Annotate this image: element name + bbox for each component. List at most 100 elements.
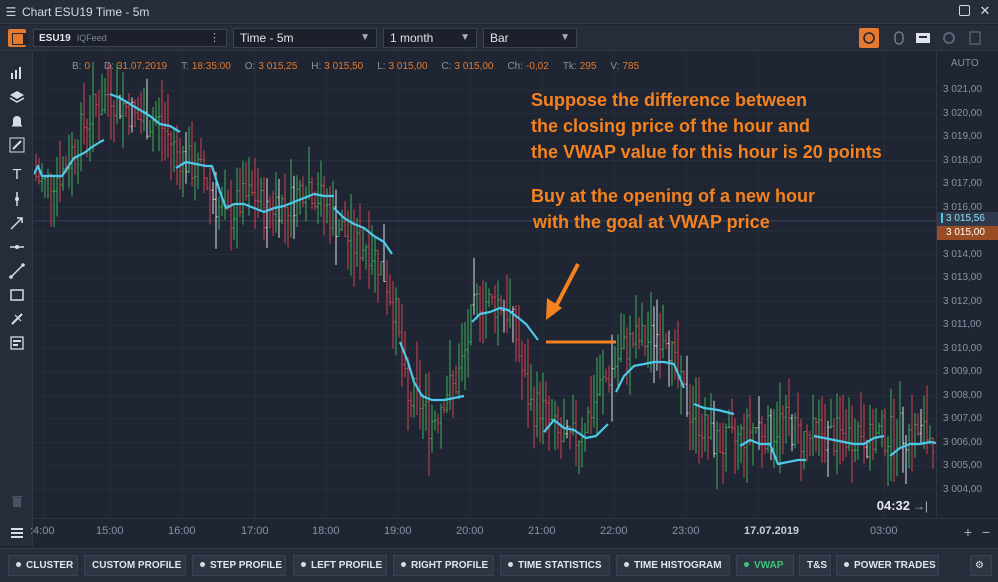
symbol-selector[interactable]: ESU19 IQFeed ⋮ bbox=[33, 29, 227, 47]
price-tick-label: 3 005,00 bbox=[943, 460, 982, 471]
vwap-line bbox=[889, 440, 936, 457]
price-tick-label: 3 012,00 bbox=[943, 295, 982, 307]
time-axis[interactable]: :4:00 15:00 16:00 17:00 18:00 19:00 20:00 21:00… bbox=[30, 518, 998, 546]
maximize-icon[interactable] bbox=[959, 5, 970, 16]
magnet-icon[interactable] bbox=[8, 310, 26, 328]
timeframe-value: Time - 5m bbox=[240, 31, 294, 45]
chart-panel-icon[interactable] bbox=[8, 29, 28, 47]
info-item: H: 3 015,50 bbox=[311, 61, 364, 72]
tab-time-histogram[interactable]: TIME HISTOGRAM bbox=[616, 555, 730, 576]
price-axis[interactable]: AUTO 3 021,00 3 020,00 3 019,00 3 018,00 3 0… bbox=[936, 52, 998, 518]
vwap-line bbox=[34, 139, 105, 178]
info-item: B: 0 bbox=[72, 61, 91, 72]
annotation-line-2: the closing price of the hour and bbox=[531, 116, 811, 136]
vwap-line bbox=[175, 160, 334, 214]
vwap-line bbox=[693, 402, 735, 416]
feed-label: IQFeed bbox=[76, 33, 107, 43]
timeframe-dropdown[interactable]: Time - 5m ▼ bbox=[233, 28, 377, 48]
tab-custom-profile[interactable]: CUSTOM PROFILE bbox=[84, 555, 186, 576]
annotation-line-1: Suppose the difference between bbox=[531, 90, 808, 110]
time-tick-label: 20:00 bbox=[456, 525, 484, 537]
info-item: T: 18:35:00 bbox=[181, 61, 231, 72]
settings-gear-icon[interactable]: ⚙ bbox=[970, 555, 992, 576]
price-tick-label: 3 014,00 bbox=[943, 248, 982, 260]
ohlc-info-bar: B: 0 D: 31.07.2019 T: 18:35:00 O: 3 015,25 H: 3 0… bbox=[72, 61, 653, 72]
period-value: 1 month bbox=[390, 31, 434, 45]
info-item: C: 3 015,00 bbox=[441, 61, 494, 72]
more-options-icon[interactable]: ⋮ bbox=[209, 32, 220, 44]
chart-type-dropdown[interactable]: Bar ▼ bbox=[483, 28, 577, 48]
time-tick-label: 19:00 bbox=[384, 525, 412, 537]
time-tick-label: 21:00 bbox=[528, 525, 556, 537]
template-list-icon[interactable] bbox=[8, 334, 26, 352]
info-item: V: 785 bbox=[610, 61, 640, 72]
price-tick-label: 3 019,00 bbox=[943, 131, 982, 142]
panel-toggle-icon[interactable] bbox=[965, 28, 985, 48]
period-dropdown[interactable]: 1 month ▼ bbox=[383, 28, 477, 48]
time-tick-label: 03:00 bbox=[870, 525, 898, 537]
vwap-line bbox=[333, 207, 393, 255]
tab-power-trades[interactable]: POWER TRADES bbox=[836, 555, 939, 576]
tab-right-profile[interactable]: RIGHT PROFILE bbox=[393, 555, 494, 576]
chart-canvas[interactable] bbox=[34, 52, 936, 518]
time-tick-label: 23:00 bbox=[672, 525, 700, 537]
trash-icon[interactable] bbox=[8, 492, 26, 510]
annotation-line-3: the VWAP value for this hour is 20 point… bbox=[531, 142, 882, 162]
chart-type-value: Bar bbox=[490, 31, 509, 45]
vwap-price-tag: 3 015,56 bbox=[937, 212, 998, 226]
mouse-icon[interactable] bbox=[889, 28, 909, 48]
price-tick-label: 3 018,00 bbox=[943, 154, 982, 166]
layers-icon[interactable] bbox=[8, 88, 26, 106]
horizontal-line-icon[interactable] bbox=[8, 238, 26, 256]
time-tick-label: 17.07.2019 bbox=[744, 525, 800, 537]
time-tick-label: :4:00 bbox=[30, 525, 55, 537]
auto-scale-label[interactable]: AUTO bbox=[951, 58, 979, 69]
drawing-tools-panel: T bbox=[0, 52, 33, 546]
info-item: O: 3 015,25 bbox=[244, 61, 298, 72]
text-tool-icon[interactable]: T bbox=[12, 166, 22, 183]
price-tick-label: 3 013,00 bbox=[943, 272, 982, 283]
tab-vwap[interactable]: VWAP bbox=[736, 555, 794, 576]
hamburger-menu-icon[interactable]: ☰ bbox=[5, 4, 17, 19]
list-icon[interactable] bbox=[8, 524, 26, 542]
arrow-tool-icon[interactable] bbox=[8, 214, 26, 232]
settings-gear-icon[interactable] bbox=[939, 28, 959, 48]
price-tick-label: 3 011,00 bbox=[943, 319, 982, 330]
tab-time-statistics[interactable]: TIME STATISTICS bbox=[500, 555, 610, 576]
annotation-arrow-head bbox=[546, 298, 562, 320]
chart-toolbar: ESU19 IQFeed ⋮ Time - 5m ▼ 1 month ▼ Bar… bbox=[0, 25, 998, 51]
tab-time-and-sales[interactable]: T&S bbox=[799, 555, 831, 576]
price-tick-label: 3 010,00 bbox=[943, 342, 982, 354]
price-chart[interactable]: B: 0 D: 31.07.2019 T: 18:35:00 O: 3 015,25 H: 3 0… bbox=[34, 52, 936, 518]
zoom-out-icon[interactable]: − bbox=[981, 524, 990, 540]
close-icon[interactable]: ✕ bbox=[979, 3, 991, 18]
price-tick-label: 3 009,00 bbox=[943, 366, 982, 377]
price-tick-label: 3 020,00 bbox=[943, 107, 982, 119]
vwap-line bbox=[471, 306, 539, 341]
brush-icon[interactable] bbox=[8, 136, 26, 154]
tab-cluster[interactable]: CLUSTER bbox=[8, 555, 78, 576]
rectangle-tool-icon[interactable] bbox=[8, 286, 26, 304]
info-item: Tk: 295 bbox=[562, 61, 597, 72]
trend-line-icon[interactable] bbox=[8, 262, 26, 280]
scroll-to-end-icon[interactable]: →| bbox=[912, 499, 928, 513]
tab-step-profile[interactable]: STEP PROFILE bbox=[192, 555, 286, 576]
vertical-line-icon[interactable] bbox=[8, 190, 26, 208]
alert-bell-icon[interactable] bbox=[8, 112, 26, 130]
title-bar: ☰ Chart ESU19 Time - 5m ✕ bbox=[0, 0, 998, 24]
template-icon[interactable] bbox=[913, 28, 933, 48]
price-tick-label: 3 008,00 bbox=[943, 389, 982, 401]
last-price-tag: 3 015,00 bbox=[937, 226, 998, 240]
zoom-in-icon[interactable]: + bbox=[963, 524, 972, 540]
time-tick-label: 18:00 bbox=[312, 525, 340, 537]
indicators-icon[interactable] bbox=[8, 64, 26, 82]
vwap-line bbox=[109, 92, 181, 133]
link-icon[interactable] bbox=[859, 28, 879, 48]
price-tick-label: 3 016,00 bbox=[943, 201, 982, 213]
time-tick-label: 16:00 bbox=[168, 525, 196, 537]
chevron-down-icon: ▼ bbox=[560, 32, 570, 43]
chevron-down-icon: ▼ bbox=[460, 32, 470, 43]
tab-left-profile[interactable]: LEFT PROFILE bbox=[293, 555, 387, 576]
bar-countdown: 04:32 bbox=[876, 498, 910, 513]
info-item: D: 31.07.2019 bbox=[104, 61, 168, 72]
